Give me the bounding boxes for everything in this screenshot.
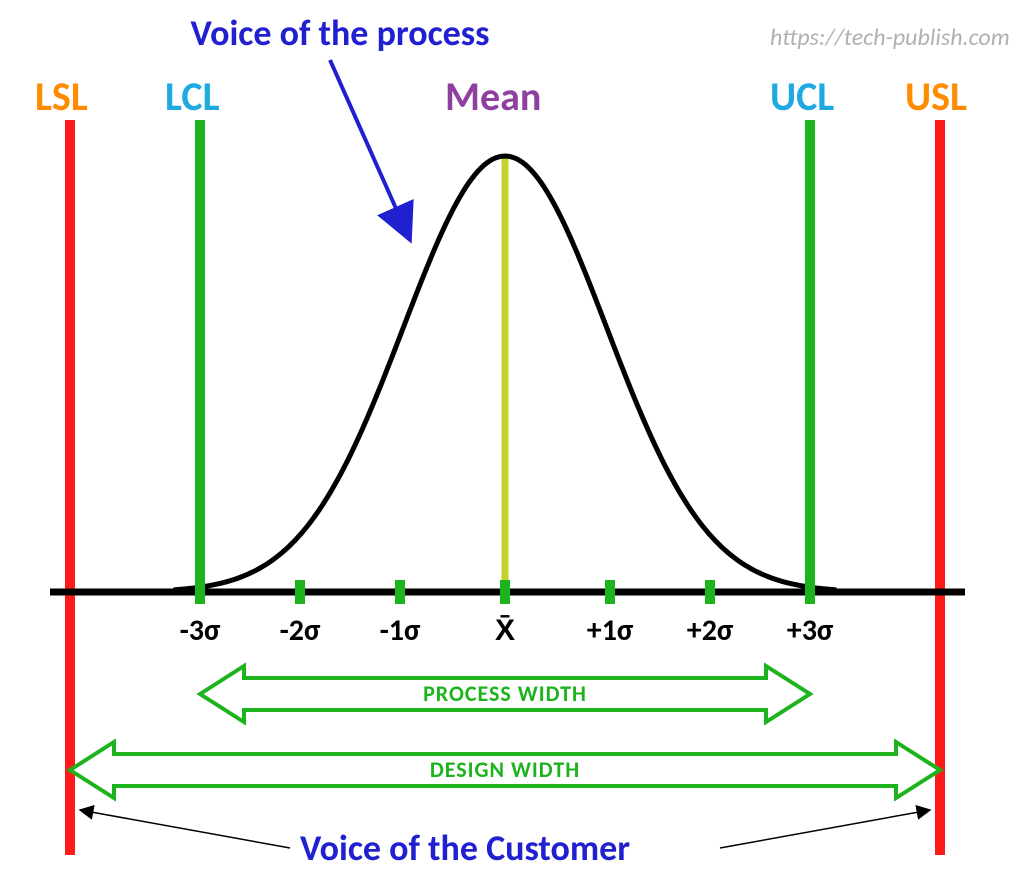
axis-tick-label: -1σ	[380, 612, 421, 649]
watermark-text: https://tech-publish.com	[770, 23, 1010, 52]
axis-tick-label: -3σ	[180, 612, 221, 649]
mean-label: Mean	[445, 72, 541, 121]
voice-of-process-label: Voice of the process	[190, 11, 489, 55]
axis-tick-label: +1σ	[587, 612, 634, 649]
design-width-label: DESIGN WIDTH	[430, 756, 580, 783]
lcl-label: LCL	[165, 72, 220, 121]
axis-tick-label: +2σ	[687, 612, 734, 649]
axis-tick-label: +3σ	[787, 612, 834, 649]
voice-of-customer-label: Voice of the Customer	[300, 826, 630, 870]
axis-tick-label: X̄	[495, 612, 515, 649]
process-width-label: PROCESS WIDTH	[423, 680, 587, 707]
axis-tick-label: -2σ	[280, 612, 321, 649]
usl-label: USL	[905, 72, 967, 121]
ucl-label: UCL	[770, 72, 834, 121]
lsl-label: LSL	[35, 72, 88, 121]
